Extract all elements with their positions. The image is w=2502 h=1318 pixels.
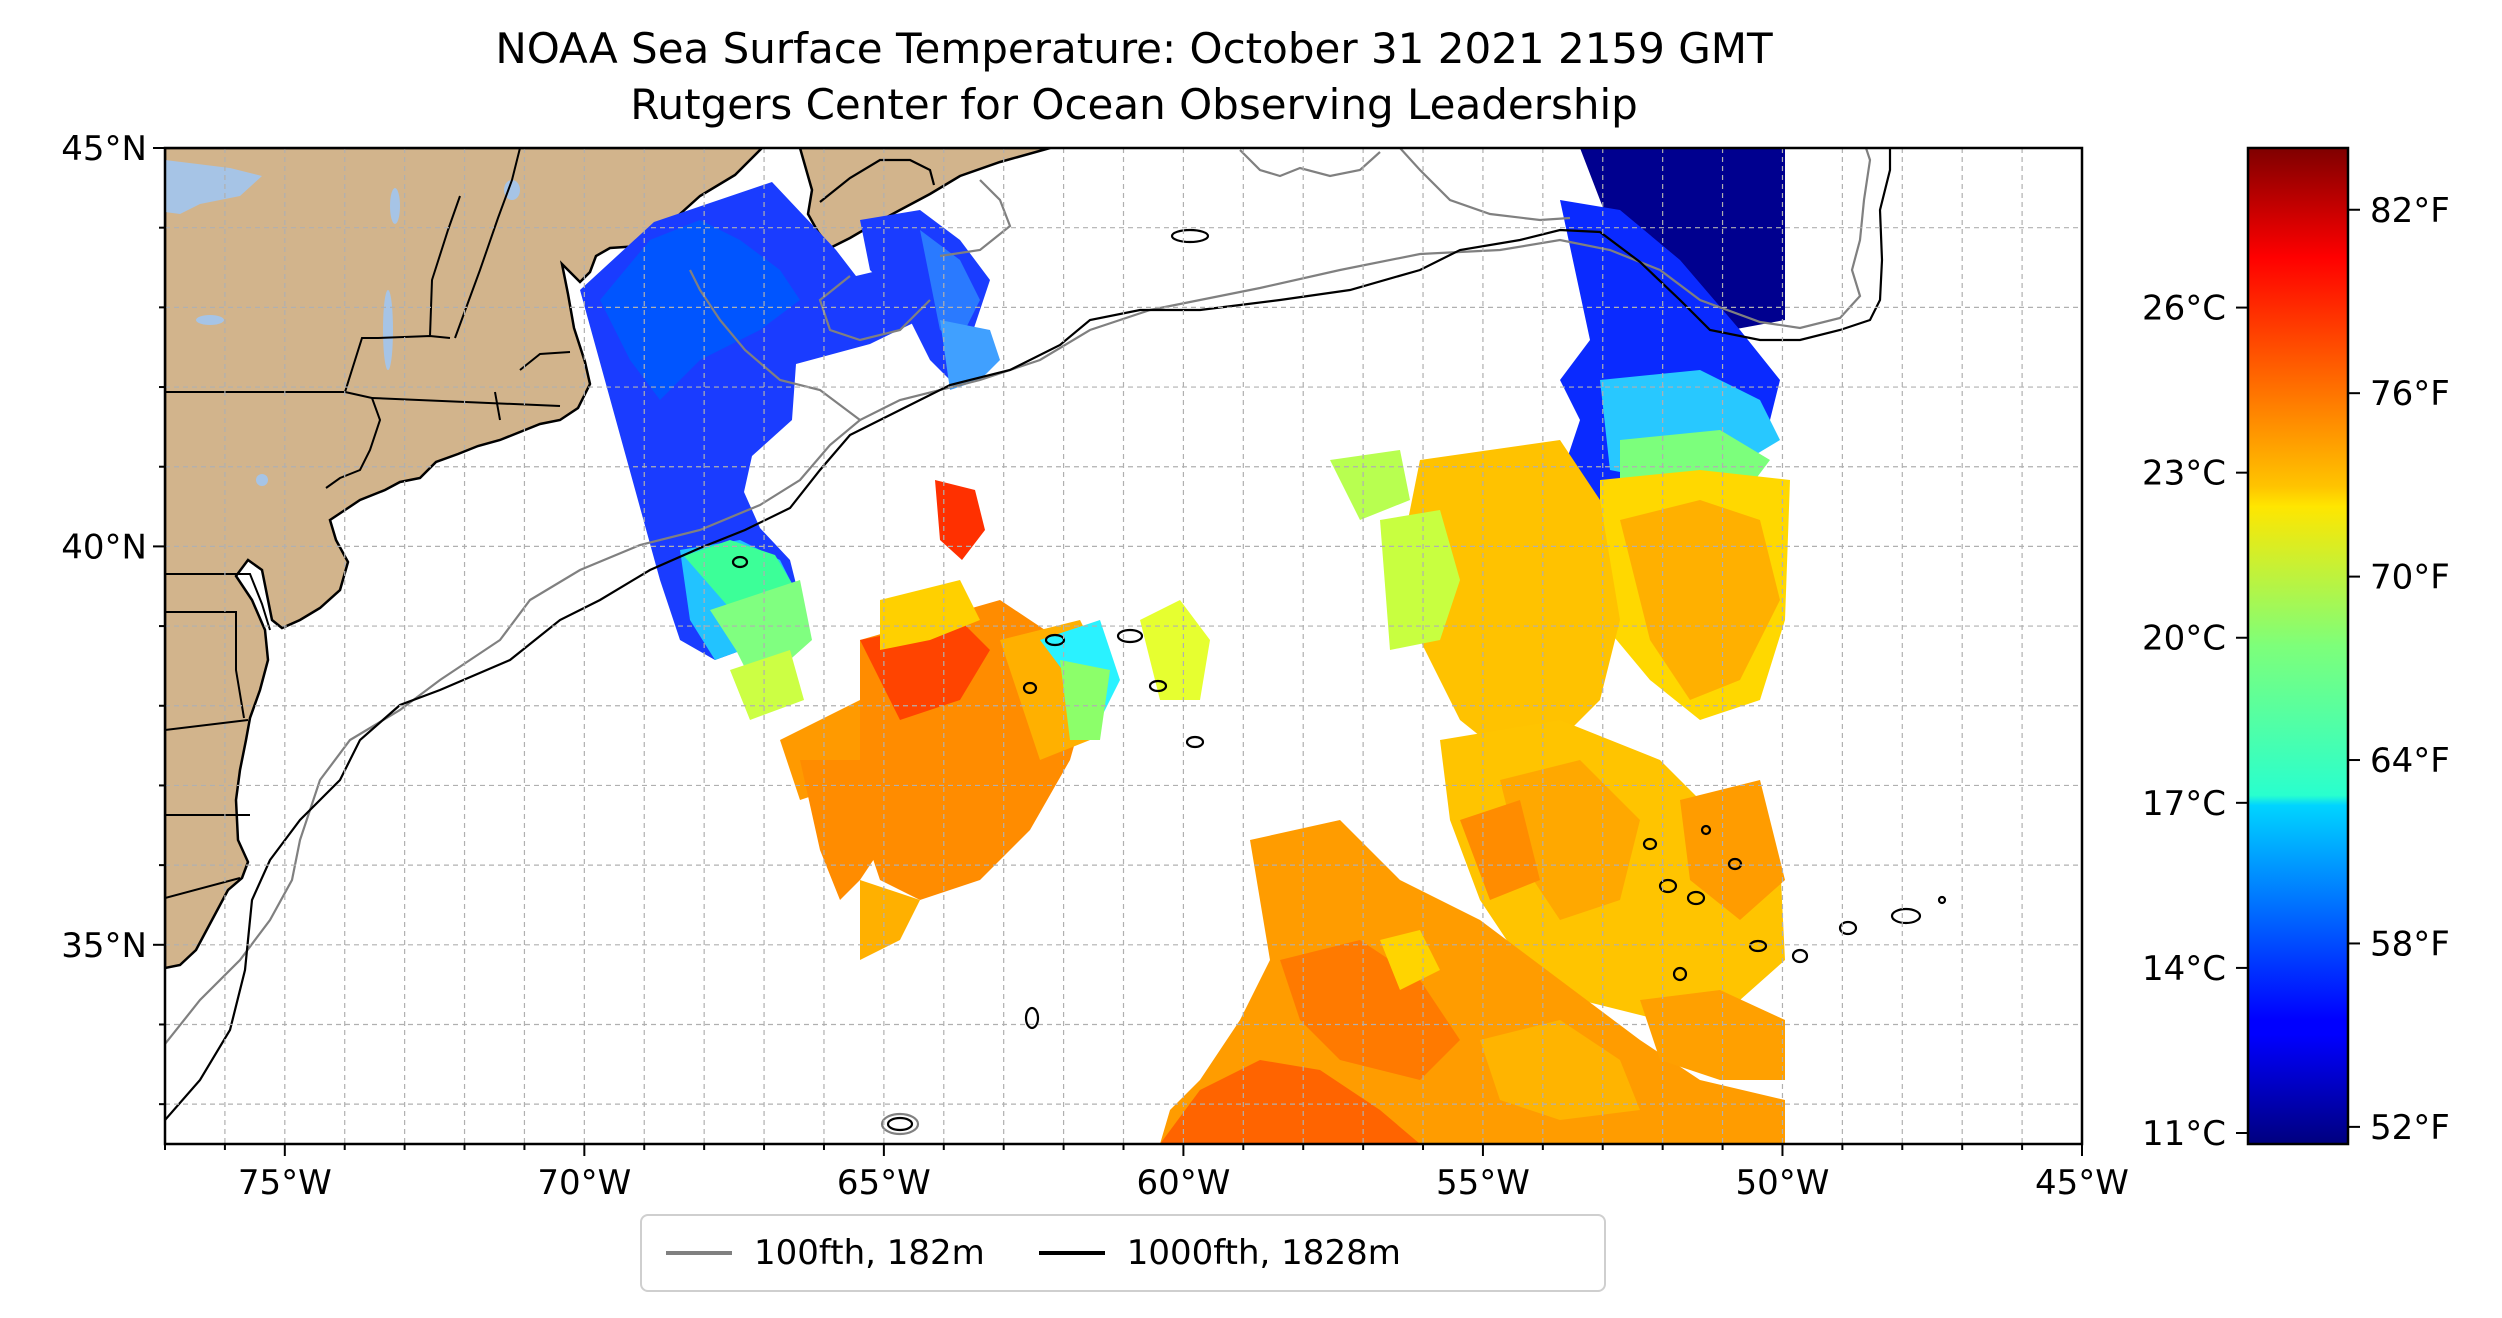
legend-line-100fth [666, 1251, 732, 1255]
colorbar-ticks: 11°C 14°C 17°C 20°C 23°C 26°C 52°F 58°F 64°F 70°F… [2142, 191, 2450, 1154]
lat-tick-label: 35°N [61, 926, 147, 966]
legend-entry-1000fth: 1000fth, 1828m [1038, 1233, 1401, 1273]
sst-data-swaths [580, 148, 1790, 1144]
celsius-tick-label: 14°C [2142, 949, 2226, 989]
celsius-tick-label: 26°C [2142, 289, 2226, 329]
lat-tick-label: 40°N [61, 527, 147, 567]
lon-tick-label: 45°W [2035, 1163, 2129, 1203]
celsius-tick-label: 11°C [2142, 1114, 2226, 1154]
fahrenheit-tick-label: 70°F [2370, 558, 2450, 598]
lakes [165, 160, 520, 486]
legend-entry-100fth: 100fth, 182m [666, 1233, 985, 1273]
fahrenheit-tick-label: 82°F [2370, 191, 2450, 231]
lon-tick-label: 70°W [537, 1163, 631, 1203]
lat-tick-label: 45°N [61, 129, 147, 169]
legend-line-1000fth [1038, 1251, 1105, 1255]
celsius-tick-label: 23°C [2142, 454, 2226, 494]
lon-tick-label: 75°W [238, 1163, 332, 1203]
celsius-tick-label: 17°C [2142, 784, 2226, 824]
contour-legend: 100fth, 182m 1000fth, 1828m [640, 1214, 1606, 1292]
fahrenheit-tick-label: 64°F [2370, 741, 2450, 781]
gridlines [165, 148, 2082, 1144]
map-subtitle: Rutgers Center for Ocean Observing Leade… [630, 80, 1638, 129]
contour-1000fth [165, 148, 1947, 1132]
fahrenheit-tick-label: 58°F [2370, 924, 2450, 964]
fahrenheit-tick-label: 52°F [2370, 1108, 2450, 1148]
legend-label-1000fth: 1000fth, 1828m [1126, 1233, 1401, 1273]
state-boundaries [165, 148, 571, 899]
lon-tick-label: 65°W [837, 1163, 931, 1203]
map-axis-ticks: 75°W 70°W 65°W 60°W 55°W 50°W 45°W 35°N 40°N 45°N [61, 129, 2129, 1203]
lon-tick-label: 50°W [1736, 1163, 1830, 1203]
lon-tick-label: 60°W [1136, 1163, 1230, 1203]
legend-label-100fth: 100fth, 182m [754, 1233, 985, 1273]
map-title: NOAA Sea Surface Temperature: October 31… [495, 24, 1773, 73]
celsius-tick-label: 20°C [2142, 619, 2226, 659]
fahrenheit-tick-label: 76°F [2370, 374, 2450, 414]
lon-tick-label: 55°W [1436, 1163, 1530, 1203]
colorbar-gradient [2246, 146, 2350, 1146]
